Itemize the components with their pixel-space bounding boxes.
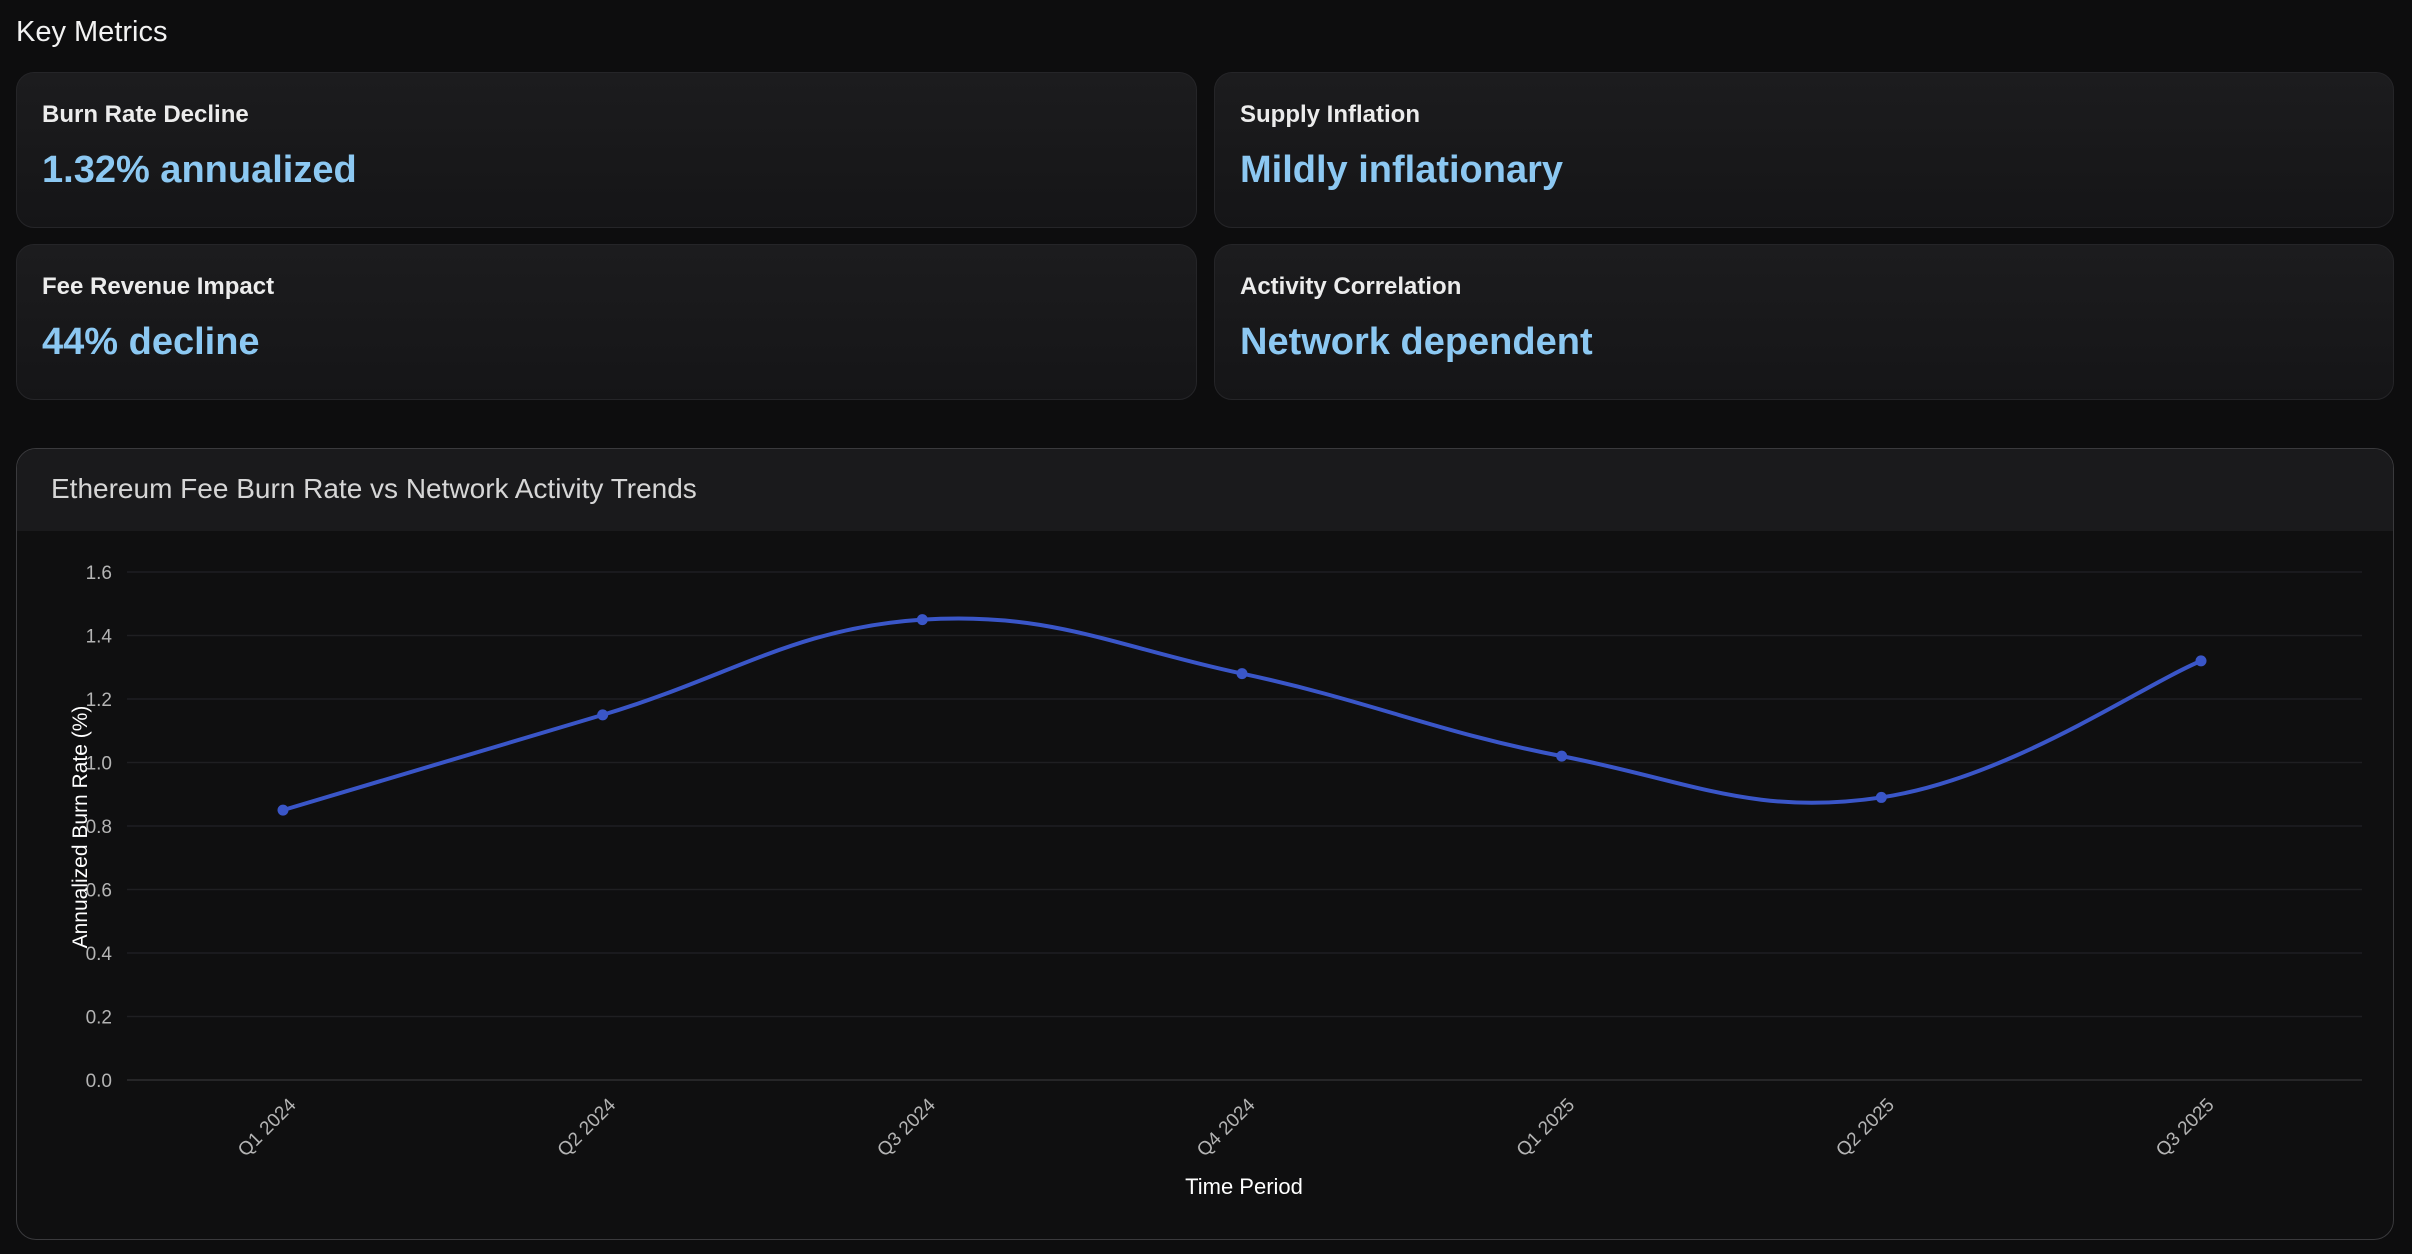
series-layer [282, 616, 2202, 813]
metric-card-burn-rate: Burn Rate Decline 1.32% annualized [16, 72, 1197, 228]
x-tick-label: Q3 2025 [2152, 1095, 2218, 1161]
metric-value: Mildly inflationary [1240, 149, 1564, 191]
y-tick-label: 1.4 [86, 627, 113, 648]
y-tick-label: 1.0 [86, 754, 112, 775]
data-point[interactable] [597, 709, 609, 721]
x-axis-label: Time Period [1185, 1174, 1303, 1199]
series-line [282, 616, 2202, 813]
data-point[interactable] [916, 614, 928, 626]
x-tick-label: Q4 2024 [1193, 1094, 1260, 1161]
x-tick-label: Q2 2024 [554, 1094, 621, 1161]
x-tick-label: Q1 2024 [234, 1094, 301, 1161]
data-point[interactable] [1875, 791, 1887, 803]
y-tick-label: 0.2 [86, 1008, 112, 1029]
metric-label: Supply Inflation [1240, 101, 1420, 128]
gridlines [127, 571, 2362, 1081]
metric-card-fee-revenue: Fee Revenue Impact 44% decline [16, 244, 1197, 400]
metric-value: 44% decline [42, 321, 260, 363]
y-tick-label: 1.2 [86, 690, 112, 711]
burn-rate-line-chart: 0.0 0.2 0.4 0.6 0.8 1.0 1.2 1.4 1.6 Q1 2024 Q2 20… [69, 563, 2362, 1199]
data-point[interactable] [277, 804, 289, 816]
y-tick-label: 1.6 [86, 563, 112, 584]
data-point[interactable] [1236, 668, 1248, 680]
x-tick-label: Q3 2024 [873, 1094, 940, 1161]
y-axis-label: Annualized Burn Rate (%) [69, 706, 92, 949]
y-tick-label: 0.8 [86, 817, 112, 838]
y-axis-ticks: 0.0 0.2 0.4 0.6 0.8 1.0 1.2 1.4 1.6 [86, 563, 113, 1092]
metric-label: Activity Correlation [1240, 273, 1462, 300]
metric-card-activity-correlation: Activity Correlation Network dependent [1214, 244, 2394, 400]
y-tick-label: 0.0 [86, 1071, 112, 1092]
section-title: Key Metrics [16, 16, 168, 48]
y-tick-label: 0.4 [86, 944, 113, 965]
metric-value: 1.32% annualized [42, 149, 357, 191]
chart-title: Ethereum Fee Burn Rate vs Network Activi… [51, 473, 697, 504]
x-tick-label: Q1 2025 [1513, 1095, 1579, 1161]
y-tick-label: 0.6 [86, 881, 112, 902]
metric-card-supply-inflation: Supply Inflation Mildly inflationary [1214, 72, 2394, 228]
x-tick-label: Q2 2025 [1832, 1095, 1898, 1161]
x-axis-ticks: Q1 2024 Q2 2024 Q3 2024 Q4 2024 Q1 2025 Q2 20… [234, 1094, 2218, 1161]
data-points [277, 614, 2207, 816]
data-point[interactable] [1556, 750, 1568, 762]
metric-label: Fee Revenue Impact [42, 273, 275, 300]
metric-value: Network dependent [1240, 321, 1593, 363]
metric-label: Burn Rate Decline [42, 101, 249, 128]
data-point[interactable] [2195, 655, 2207, 667]
chart-panel: Ethereum Fee Burn Rate vs Network Activi… [16, 448, 2394, 1240]
chart-header: Ethereum Fee Burn Rate vs Network Activi… [17, 449, 2393, 531]
